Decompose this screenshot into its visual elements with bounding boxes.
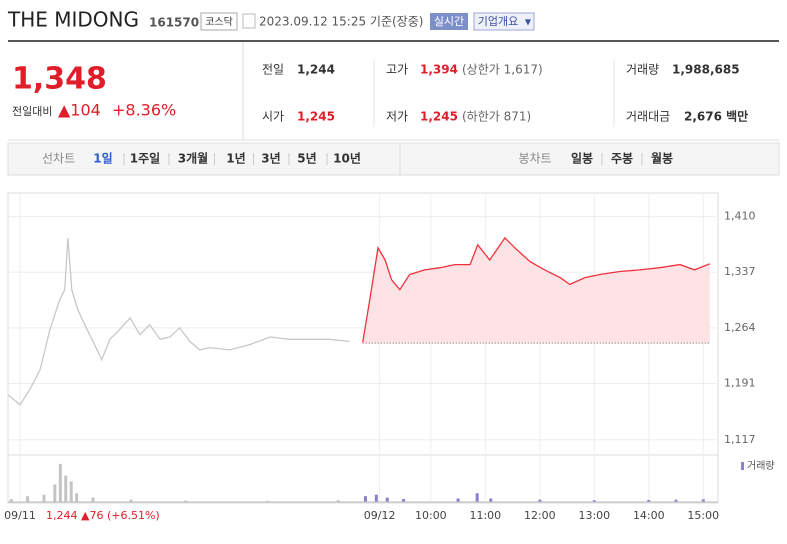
volume-bar — [385, 497, 389, 502]
stat-value: 2,676 백만 — [684, 109, 748, 124]
dropdown-arrow[interactable]: ▼ — [525, 18, 532, 27]
period-tab[interactable]: 5년 — [297, 152, 316, 166]
period-tab[interactable]: 월봉 — [651, 151, 673, 166]
stat-value: 1,245 — [297, 110, 335, 124]
volume-bar — [129, 499, 133, 502]
calendar-icon — [242, 13, 256, 29]
x-tick-label: 09/11 — [4, 509, 36, 522]
volume-bar — [53, 484, 57, 502]
period-tab[interactable]: 1주일 — [130, 152, 160, 166]
stat-value: 1,244 — [297, 63, 335, 77]
change-label: 전일대비 — [12, 104, 52, 118]
timestamp: 2023.09.12 15:25 기준(장중) — [259, 15, 423, 29]
y-tick-label: 1,264 — [724, 321, 756, 334]
change-pct: +8.36% — [112, 101, 176, 120]
price-line — [362, 236, 711, 343]
period-tab[interactable]: 3년 — [261, 152, 280, 166]
tab-group: 선차트 1일 1주일 3개월 1년 3년 5년 10년 봉차트 일봉 주봉 월봉 — [42, 151, 673, 166]
button-label[interactable]: 기업개요 — [478, 15, 518, 28]
x-tick-label: 11:00 — [469, 509, 501, 522]
company-button[interactable] — [473, 12, 535, 31]
volume-bar — [69, 481, 73, 502]
volume-bar — [58, 463, 62, 502]
price-line — [7, 237, 350, 406]
price: 1,348 — [12, 62, 107, 97]
volume-bar — [701, 499, 705, 502]
market: 코스닥 — [205, 16, 233, 28]
volume-bar — [184, 500, 188, 502]
button-label[interactable]: 실시간 — [434, 15, 464, 28]
stat-note: (하한가 871) — [462, 110, 531, 124]
volume-bar — [42, 494, 46, 502]
x-tick-label: 13:00 — [578, 509, 610, 522]
stat-label: 거래대금 — [626, 110, 670, 124]
volume-bar — [91, 497, 95, 502]
stat-note: (상한가 1,617) — [462, 63, 543, 77]
y-tick-label: 1,410 — [724, 210, 756, 223]
legend-swatch — [741, 462, 744, 470]
y-tick-label: 1,117 — [724, 433, 756, 446]
period-tab[interactable]: 1일 — [93, 152, 112, 166]
volume-bar — [75, 493, 79, 502]
volume-bar — [9, 499, 13, 502]
stat-value: 1,394 — [420, 63, 458, 77]
x-tick-label: 10:00 — [415, 509, 447, 522]
volume-bar — [647, 499, 651, 502]
period-tab[interactable]: 일봉 — [571, 152, 593, 166]
area — [362, 237, 710, 344]
stat-label: 시가 — [262, 110, 284, 124]
y-tick-label: 1,191 — [724, 376, 756, 389]
stat-label: 거래량 — [626, 63, 659, 77]
period-tab[interactable]: 주봉 — [611, 152, 633, 166]
tab-group-label: 봉차트 — [518, 152, 551, 166]
tab-group-label: 선차트 — [42, 152, 75, 166]
stock-name: THE MIDONG — [7, 8, 139, 32]
volume-bar — [374, 494, 378, 502]
volume-bar — [265, 500, 269, 502]
realtime-button[interactable] — [430, 13, 468, 30]
period-tab[interactable]: 3개월 — [178, 151, 208, 166]
stat-label: 저가 — [386, 110, 408, 124]
volume-bar — [489, 498, 493, 502]
stat-value: 1,988,685 — [672, 63, 740, 77]
volume-label: 거래량 — [747, 460, 775, 472]
y-tick-label: 1,337 — [724, 265, 756, 278]
stat-label: 전일 — [262, 63, 284, 77]
x-tick-label: 14:00 — [633, 509, 665, 522]
volume-bar — [674, 499, 678, 502]
x-tick-label: 09/12 — [364, 509, 396, 522]
stat-label: 고가 — [386, 63, 408, 77]
footer-summary: 1,244 ▲76 (+6.51%) — [46, 509, 160, 522]
stat-value: 1,245 — [420, 110, 458, 124]
volume-bar — [402, 499, 406, 502]
volume-bar — [538, 499, 542, 502]
volume-bar — [64, 475, 68, 502]
volume-bar — [26, 496, 30, 502]
period-tab[interactable]: 1년 — [226, 152, 245, 166]
tab-bar — [7, 142, 780, 176]
plot-frame — [7, 192, 719, 504]
volume-bar — [475, 493, 479, 502]
market-badge — [200, 12, 238, 31]
volume-bar — [456, 498, 460, 502]
volume-bar — [592, 500, 596, 502]
volume-bar — [336, 500, 340, 502]
x-tick-label: 15:00 — [687, 509, 719, 522]
x-tick-label: 12:00 — [524, 509, 556, 522]
change: ▲104 — [58, 101, 101, 120]
period-tab[interactable]: 10년 — [333, 152, 361, 166]
chart: 1,117 1,191 1,264 1,337 1,410 09/11 09/12 10:00… — [4, 192, 775, 522]
stock-code: 161570 — [149, 16, 199, 30]
volume-bar — [363, 496, 367, 502]
